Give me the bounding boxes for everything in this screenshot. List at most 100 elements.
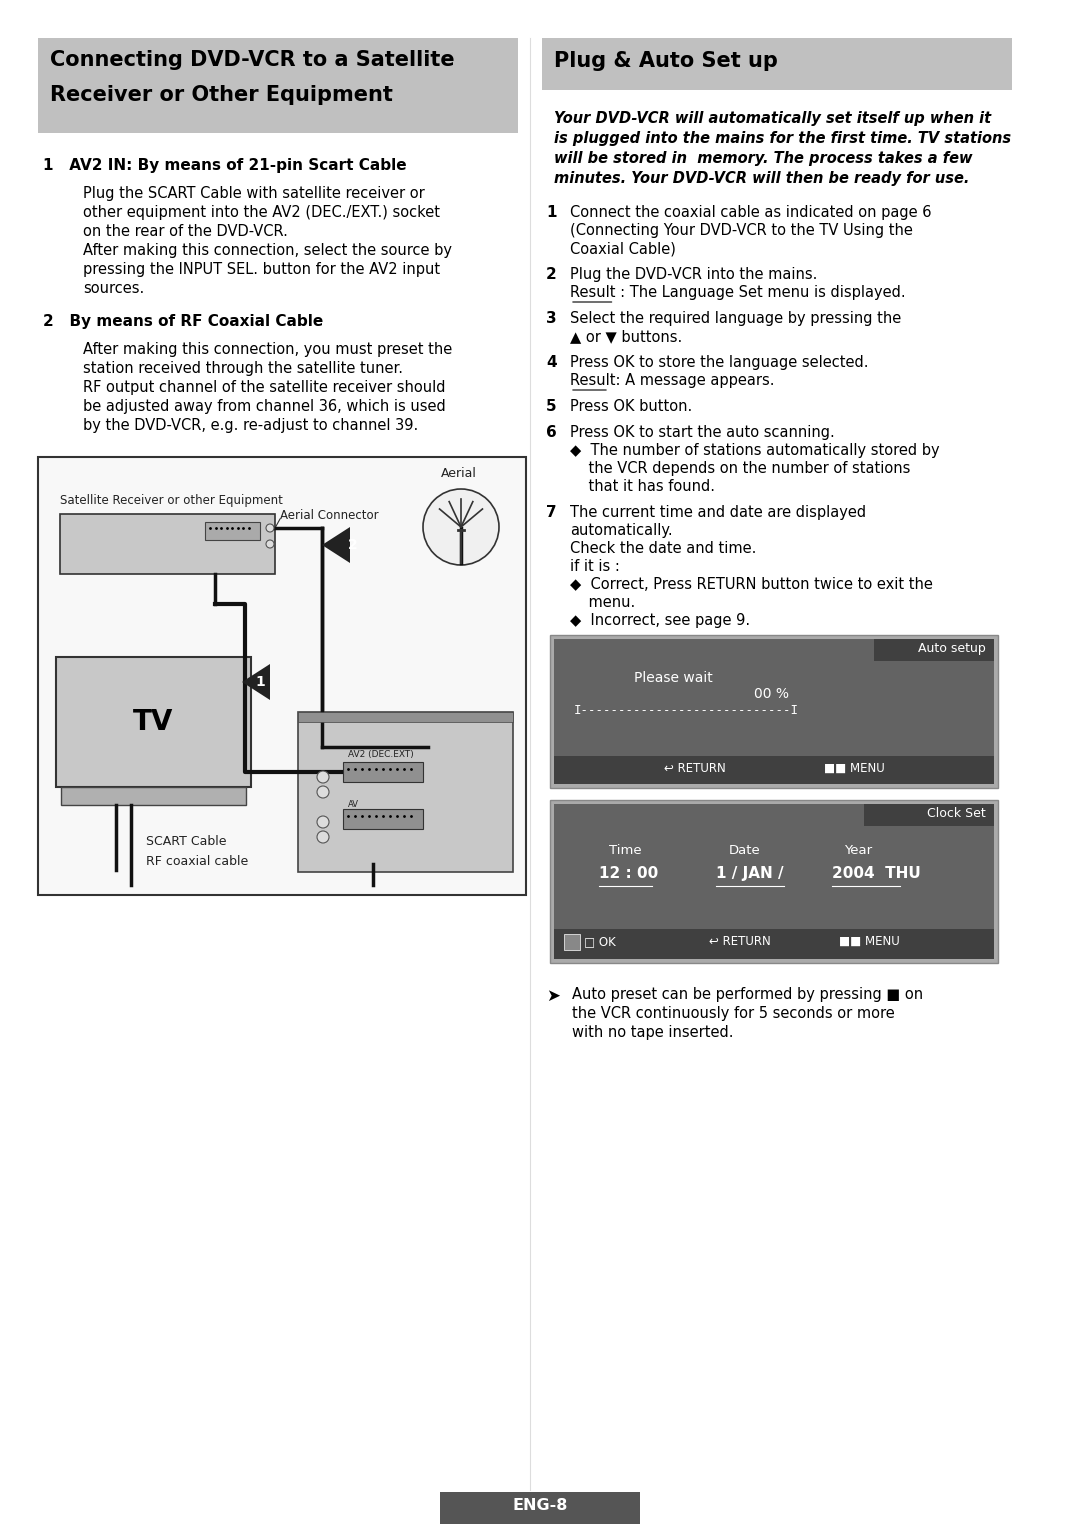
Text: 4: 4 bbox=[546, 356, 556, 369]
Text: ◆  Incorrect, see page 9.: ◆ Incorrect, see page 9. bbox=[570, 613, 751, 629]
Text: Time: Time bbox=[609, 845, 642, 857]
Text: Date: Date bbox=[729, 845, 760, 857]
Circle shape bbox=[318, 786, 329, 799]
Text: Satellite Receiver or other Equipment: Satellite Receiver or other Equipment bbox=[60, 494, 283, 507]
Text: with no tape inserted.: with no tape inserted. bbox=[572, 1026, 733, 1039]
Polygon shape bbox=[322, 527, 350, 563]
Text: Plug & Auto Set up: Plug & Auto Set up bbox=[554, 51, 778, 71]
Text: After making this connection, you must preset the: After making this connection, you must p… bbox=[83, 342, 453, 357]
Bar bbox=[542, 38, 1012, 90]
Text: Auto setup: Auto setup bbox=[918, 642, 986, 655]
Text: will be stored in  memory. The process takes a few: will be stored in memory. The process ta… bbox=[554, 150, 972, 166]
Text: TV: TV bbox=[133, 708, 173, 736]
Circle shape bbox=[318, 816, 329, 828]
Bar bbox=[550, 635, 998, 788]
Text: Please wait: Please wait bbox=[634, 671, 713, 685]
Bar bbox=[554, 803, 994, 960]
Text: ENG-8: ENG-8 bbox=[512, 1498, 568, 1513]
Text: Coaxial Cable): Coaxial Cable) bbox=[570, 241, 676, 256]
Text: 1   AV2 IN: By means of 21-pin Scart Cable: 1 AV2 IN: By means of 21-pin Scart Cable bbox=[43, 158, 407, 173]
Bar bbox=[38, 38, 518, 133]
Text: that it has found.: that it has found. bbox=[570, 478, 715, 494]
Text: 00 %: 00 % bbox=[754, 687, 789, 701]
Text: RF output channel of the satellite receiver should: RF output channel of the satellite recei… bbox=[83, 380, 446, 396]
Text: sources.: sources. bbox=[83, 281, 145, 296]
Circle shape bbox=[266, 524, 274, 532]
Bar bbox=[550, 800, 998, 963]
Text: by the DVD-VCR, e.g. re-adjust to channel 39.: by the DVD-VCR, e.g. re-adjust to channe… bbox=[83, 419, 418, 432]
Text: ◆  Correct, Press RETURN button twice to exit the: ◆ Correct, Press RETURN button twice to … bbox=[570, 576, 933, 592]
Bar bbox=[205, 523, 260, 540]
Text: the VCR continuously for 5 seconds or more: the VCR continuously for 5 seconds or mo… bbox=[572, 1006, 894, 1021]
Text: 2: 2 bbox=[348, 538, 357, 552]
Text: After making this connection, select the source by: After making this connection, select the… bbox=[83, 244, 453, 258]
Text: Clock Set: Clock Set bbox=[928, 806, 986, 820]
Text: is plugged into the mains for the first time. TV stations: is plugged into the mains for the first … bbox=[554, 130, 1011, 146]
Bar bbox=[298, 711, 513, 722]
Text: 5: 5 bbox=[546, 399, 556, 414]
Text: if it is :: if it is : bbox=[570, 560, 620, 573]
Text: other equipment into the AV2 (DEC./EXT.) socket: other equipment into the AV2 (DEC./EXT.)… bbox=[83, 205, 440, 221]
Text: be adjusted away from channel 36, which is used: be adjusted away from channel 36, which … bbox=[83, 399, 446, 414]
Text: ◆  The number of stations automatically stored by: ◆ The number of stations automatically s… bbox=[570, 443, 940, 458]
Text: 1: 1 bbox=[255, 675, 265, 688]
Text: Aerial Connector: Aerial Connector bbox=[280, 509, 379, 523]
Circle shape bbox=[266, 540, 274, 547]
Polygon shape bbox=[242, 664, 270, 701]
Bar bbox=[554, 929, 994, 960]
Bar bbox=[56, 658, 251, 786]
Circle shape bbox=[318, 771, 329, 783]
Text: 2: 2 bbox=[546, 267, 557, 282]
Text: ▲ or ▼ buttons.: ▲ or ▼ buttons. bbox=[570, 330, 683, 343]
Bar bbox=[564, 934, 580, 950]
Bar bbox=[440, 1492, 640, 1524]
Text: 12 : 00: 12 : 00 bbox=[599, 866, 658, 881]
Text: Your DVD-VCR will automatically set itself up when it: Your DVD-VCR will automatically set itse… bbox=[554, 110, 991, 126]
Bar bbox=[38, 457, 526, 895]
Text: Press OK to start the auto scanning.: Press OK to start the auto scanning. bbox=[570, 425, 835, 440]
Text: Year: Year bbox=[843, 845, 873, 857]
Text: (Connecting Your DVD-VCR to the TV Using the: (Connecting Your DVD-VCR to the TV Using… bbox=[570, 222, 913, 238]
Text: AV: AV bbox=[348, 800, 359, 809]
Text: Plug the DVD-VCR into the mains.: Plug the DVD-VCR into the mains. bbox=[570, 267, 818, 282]
Text: Aerial: Aerial bbox=[441, 468, 477, 480]
Text: 1: 1 bbox=[546, 205, 556, 221]
Text: Press OK to store the language selected.: Press OK to store the language selected. bbox=[570, 356, 868, 369]
Text: AV2 (DEC.EXT): AV2 (DEC.EXT) bbox=[348, 750, 414, 759]
Circle shape bbox=[318, 831, 329, 843]
Text: Select the required language by pressing the: Select the required language by pressing… bbox=[570, 311, 901, 327]
Text: RF coaxial cable: RF coaxial cable bbox=[146, 855, 248, 868]
Text: □ OK: □ OK bbox=[584, 935, 616, 947]
Text: Plug the SCART Cable with satellite receiver or: Plug the SCART Cable with satellite rece… bbox=[83, 185, 424, 201]
Text: ↩ RETURN: ↩ RETURN bbox=[664, 762, 726, 776]
Text: 2   By means of RF Coaxial Cable: 2 By means of RF Coaxial Cable bbox=[43, 314, 323, 330]
Bar bbox=[864, 803, 994, 826]
Text: Result: A message appears.: Result: A message appears. bbox=[570, 373, 774, 388]
Text: Check the date and time.: Check the date and time. bbox=[570, 541, 756, 556]
Text: ■■ MENU: ■■ MENU bbox=[824, 762, 885, 776]
Text: pressing the INPUT SEL. button for the AV2 input: pressing the INPUT SEL. button for the A… bbox=[83, 262, 441, 277]
Bar bbox=[60, 786, 246, 805]
Text: 7: 7 bbox=[546, 504, 556, 520]
Text: Result : The Language Set menu is displayed.: Result : The Language Set menu is displa… bbox=[570, 285, 906, 300]
Text: 1 / JAN /: 1 / JAN / bbox=[716, 866, 784, 881]
Circle shape bbox=[423, 489, 499, 566]
Text: automatically.: automatically. bbox=[570, 523, 673, 538]
Text: SCART Cable: SCART Cable bbox=[146, 835, 227, 848]
Text: Press OK button.: Press OK button. bbox=[570, 399, 692, 414]
Text: menu.: menu. bbox=[570, 595, 635, 610]
Text: station received through the satellite tuner.: station received through the satellite t… bbox=[83, 360, 403, 376]
Text: ■■ MENU: ■■ MENU bbox=[839, 935, 900, 947]
Text: Receiver or Other Equipment: Receiver or Other Equipment bbox=[50, 84, 393, 104]
Bar bbox=[298, 711, 513, 872]
Text: 6: 6 bbox=[546, 425, 557, 440]
Text: 3: 3 bbox=[546, 311, 556, 327]
Bar bbox=[554, 756, 994, 783]
Text: the VCR depends on the number of stations: the VCR depends on the number of station… bbox=[570, 461, 910, 477]
Bar bbox=[874, 639, 994, 661]
Bar bbox=[554, 639, 994, 783]
Text: ↩ RETURN: ↩ RETURN bbox=[708, 935, 771, 947]
Text: Connecting DVD-VCR to a Satellite: Connecting DVD-VCR to a Satellite bbox=[50, 51, 455, 71]
Text: ➤: ➤ bbox=[546, 987, 559, 1006]
Bar bbox=[343, 809, 423, 829]
